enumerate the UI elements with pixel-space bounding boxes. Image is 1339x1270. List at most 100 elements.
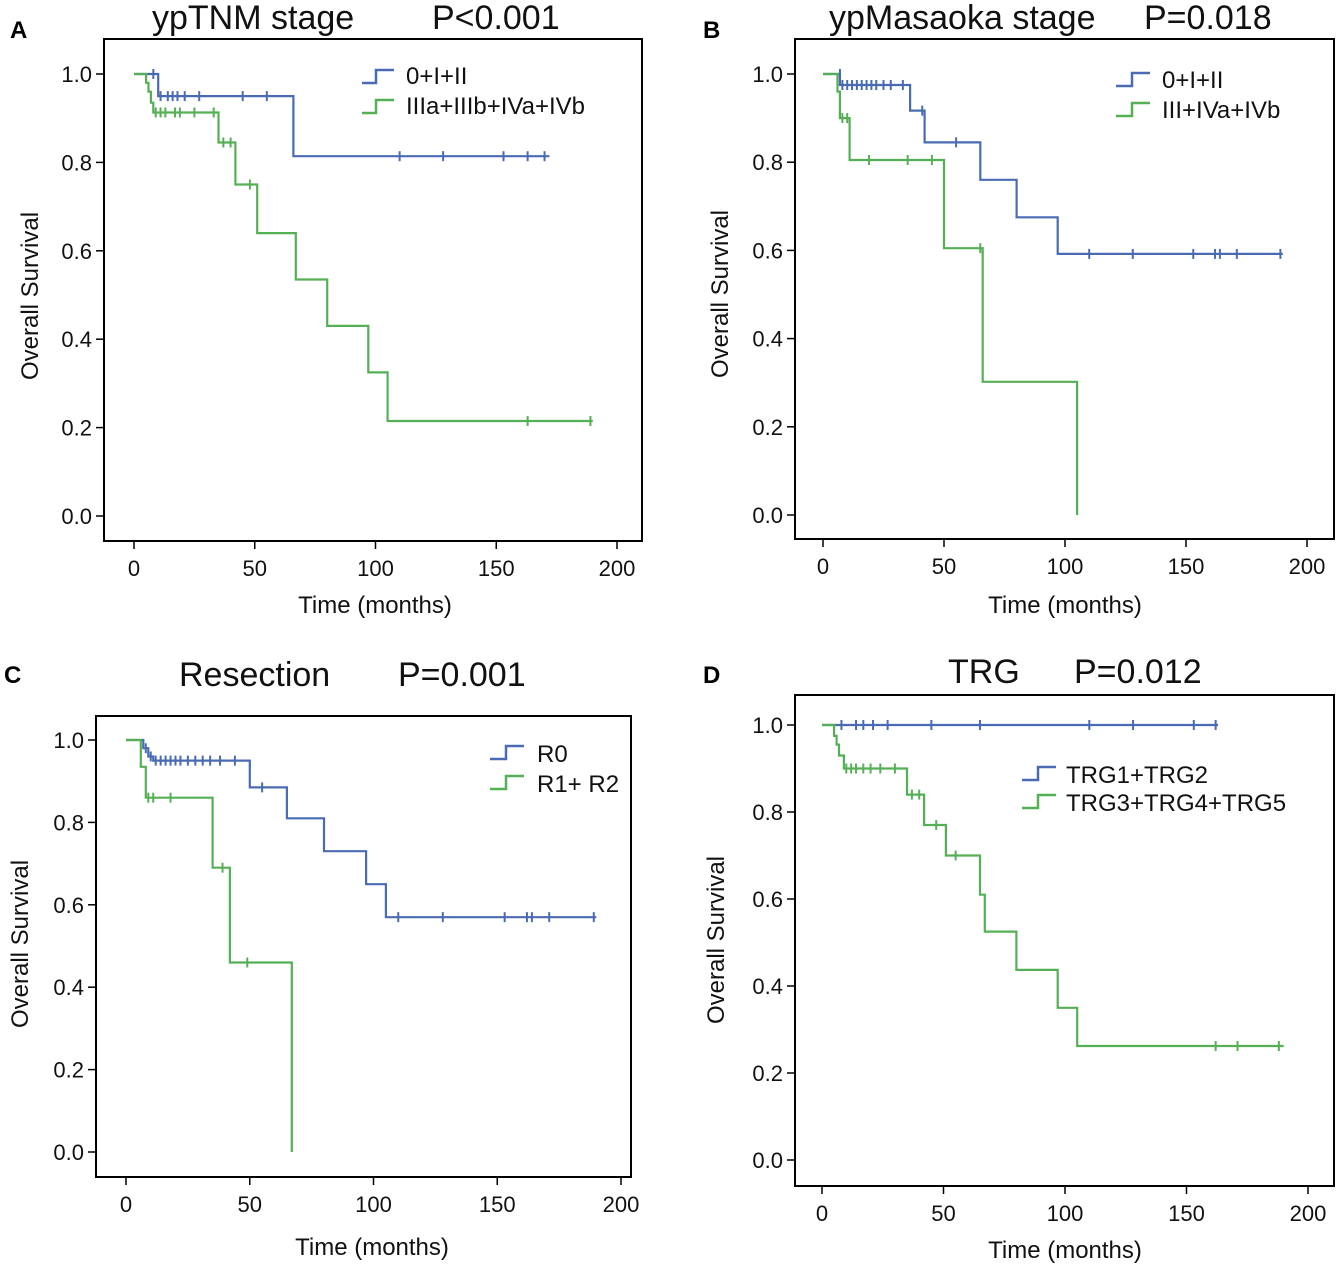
legend-swatch-2 xyxy=(1022,793,1056,810)
y-tick-label: 0.6 xyxy=(61,239,92,264)
y-tick-label: 1.0 xyxy=(752,62,783,87)
x-tick-label: 50 xyxy=(932,554,956,579)
legend-swatch-1 xyxy=(1116,71,1150,88)
x-tick-label: 50 xyxy=(243,556,267,581)
p-value: P<0.001 xyxy=(432,0,560,37)
legend: R0 R1+ R2 xyxy=(490,741,619,798)
y-tick-label: 0.0 xyxy=(752,1148,783,1173)
survival-curves xyxy=(822,720,1284,1052)
p-value: P=0.012 xyxy=(1074,653,1202,691)
y-tick-label: 1.0 xyxy=(752,713,783,738)
x-tick-label: 200 xyxy=(603,1192,640,1217)
panel-letter: C xyxy=(4,662,21,689)
legend-label-2: TRG3+TRG4+TRG5 xyxy=(1066,790,1286,817)
y-tick-label: 1.0 xyxy=(61,62,92,87)
y-tick-label: 0.4 xyxy=(752,327,783,352)
y-tick-label: 0.2 xyxy=(752,1061,783,1086)
x-tick-label: 150 xyxy=(478,556,515,581)
legend: 0+I+II III+IVa+IVb xyxy=(1116,67,1280,124)
legend: 0+I+II IIIa+IIIb+IVa+IVb xyxy=(362,63,585,120)
p-value: P=0.001 xyxy=(398,656,526,694)
x-tick-label: 100 xyxy=(355,1192,392,1217)
legend-swatch-1 xyxy=(1022,765,1056,782)
y-tick-label: 0.6 xyxy=(752,238,783,263)
y-tick-label: 0.6 xyxy=(752,887,783,912)
x-tick-label: 50 xyxy=(238,1192,262,1217)
y-tick-label: 0.2 xyxy=(53,1058,84,1083)
legend-label-1: R0 xyxy=(537,741,568,768)
y-tick-label: 0.4 xyxy=(752,974,783,999)
y-tick-label: 0.0 xyxy=(752,503,783,528)
x-tick-label: 0 xyxy=(120,1192,132,1217)
x-tick-label: 200 xyxy=(599,556,636,581)
y-tick-label: 0.0 xyxy=(53,1140,84,1165)
y-axis-label: Overall Survival xyxy=(7,860,34,1028)
x-axis-label: Time (months) xyxy=(298,592,452,619)
x-tick-label: 100 xyxy=(1047,554,1084,579)
panel-d: D TRG P=0.012 Time (months) Overall Surv… xyxy=(703,653,1335,1264)
y-axis-label: Overall Survival xyxy=(17,212,44,380)
survival-curves xyxy=(126,738,597,1152)
plot-frame xyxy=(103,38,643,542)
panel-letter: B xyxy=(703,17,720,44)
y-tick-label: 0.8 xyxy=(752,150,783,175)
y-axis-label: Overall Survival xyxy=(703,856,730,1024)
y-tick-label: 0.8 xyxy=(752,800,783,825)
legend-swatch-2 xyxy=(490,774,524,791)
survival-curves xyxy=(823,69,1283,515)
survival-curve-series-2 xyxy=(134,72,593,423)
x-tick-label: 50 xyxy=(931,1201,955,1226)
survival-curve-series-1 xyxy=(126,738,597,919)
legend-swatch-1 xyxy=(490,744,524,761)
panel-c: C Resection P=0.001 Time (months) Overal… xyxy=(4,656,639,1261)
x-tick-label: 0 xyxy=(128,556,140,581)
y-tick-label: 0.4 xyxy=(61,327,92,352)
y-tick-label: 1.0 xyxy=(53,728,84,753)
axes: 0 50 100 150 200 0.0 0.2 0.4 0.6 0.8 1.0 xyxy=(752,713,1326,1226)
panel-letter: D xyxy=(703,662,720,689)
legend-swatch-2 xyxy=(1116,101,1150,118)
x-axis-label: Time (months) xyxy=(295,1234,449,1261)
y-tick-label: 0.4 xyxy=(53,975,84,1000)
y-tick-label: 0.8 xyxy=(61,150,92,175)
x-tick-label: 150 xyxy=(1168,554,1205,579)
axes: 0 50 100 150 200 0.0 0.2 0.4 0.6 0.8 1.0 xyxy=(752,62,1325,579)
legend-swatch-1 xyxy=(362,68,394,85)
p-value: P=0.018 xyxy=(1144,0,1272,37)
survival-curve-series-2 xyxy=(822,723,1284,1048)
y-axis-label: Overall Survival xyxy=(707,210,734,378)
x-axis-label: Time (months) xyxy=(988,592,1142,619)
x-tick-label: 150 xyxy=(479,1192,516,1217)
survival-curve-series-2 xyxy=(823,72,1079,515)
legend-label-2: III+IVa+IVb xyxy=(1162,97,1280,124)
survival-curves xyxy=(134,69,593,426)
x-tick-label: 0 xyxy=(816,1201,828,1226)
legend-swatch-2 xyxy=(362,98,394,115)
legend-label-2: R1+ R2 xyxy=(537,771,619,798)
panel-title: ypMasaoka stage xyxy=(829,0,1096,37)
x-tick-label: 150 xyxy=(1168,1201,1205,1226)
survival-curve-series-2 xyxy=(126,738,293,1152)
panel-letter: A xyxy=(10,17,27,44)
panel-a: A ypTNM stage P<0.001 Time (months) Over… xyxy=(10,0,643,619)
panel-title: Resection xyxy=(179,656,330,694)
y-tick-label: 0.8 xyxy=(53,810,84,835)
legend-label-1: 0+I+II xyxy=(1162,67,1223,94)
legend-label-1: TRG1+TRG2 xyxy=(1066,762,1208,789)
legend: TRG1+TRG2 TRG3+TRG4+TRG5 xyxy=(1022,762,1286,817)
y-tick-label: 0.2 xyxy=(61,416,92,441)
x-tick-label: 200 xyxy=(1290,1201,1327,1226)
y-tick-label: 0.0 xyxy=(61,504,92,529)
legend-label-1: 0+I+II xyxy=(406,63,467,90)
plot-frame xyxy=(95,715,632,1178)
panel-b: B ypMasaoka stage P=0.018 Time (months) … xyxy=(703,0,1335,619)
x-tick-label: 0 xyxy=(817,554,829,579)
axes: 0 50 100 150 200 0.0 0.2 0.4 0.6 0.8 1.0 xyxy=(61,62,635,581)
x-tick-label: 200 xyxy=(1289,554,1326,579)
panel-title: TRG xyxy=(948,653,1020,691)
x-tick-label: 100 xyxy=(1047,1201,1084,1226)
axes: 0 50 100 150 200 0.0 0.2 0.4 0.6 0.8 1.0 xyxy=(53,728,639,1217)
x-axis-label: Time (months) xyxy=(988,1237,1142,1264)
y-tick-label: 0.6 xyxy=(53,893,84,918)
